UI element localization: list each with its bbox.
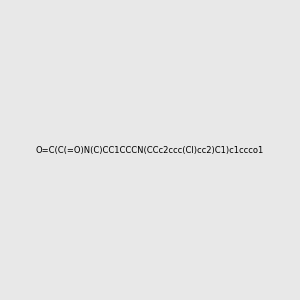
Text: O=C(C(=O)N(C)CC1CCCN(CCc2ccc(Cl)cc2)C1)c1ccco1: O=C(C(=O)N(C)CC1CCCN(CCc2ccc(Cl)cc2)C1)c… (36, 146, 264, 154)
